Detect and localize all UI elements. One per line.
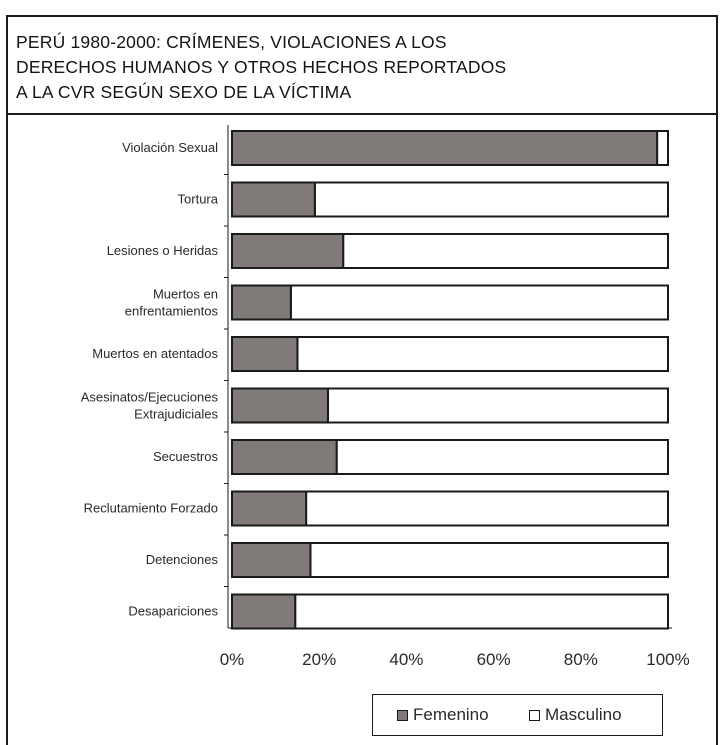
- bar-femenino: [231, 439, 338, 475]
- bar-femenino: [231, 233, 345, 269]
- x-tick-label: 60%: [477, 650, 511, 669]
- bar-masculino: [656, 130, 669, 166]
- bar-masculino: [294, 593, 669, 630]
- bar-femenino: [231, 542, 312, 578]
- x-tick-label: 40%: [389, 650, 423, 669]
- legend-item-masculino: Masculino: [529, 705, 622, 725]
- category-label: Asesinatos/Ejecuciones Extrajudiciales: [81, 390, 219, 422]
- category-label: Tortura: [178, 192, 219, 207]
- category-label: Detenciones: [146, 552, 219, 567]
- title-divider: [8, 113, 716, 115]
- bar-femenino: [231, 593, 297, 630]
- chart-legend: Femenino Masculino: [372, 694, 663, 736]
- category-label: Lesiones o Heridas: [107, 243, 219, 258]
- bar-masculino: [313, 181, 669, 218]
- bar-femenino: [231, 181, 316, 218]
- chart-title-line-2: DERECHOS HUMANOS Y OTROS HECHOS REPORTAD…: [16, 57, 507, 77]
- chart-title-line-3: A LA CVR SEGÚN SEXO DE LA VÍCTIMA: [16, 82, 352, 102]
- legend-swatch-masculino: [529, 709, 540, 721]
- bar-femenino: [231, 490, 308, 527]
- bar-masculino: [326, 387, 669, 424]
- category-label: Violación Sexual: [122, 140, 218, 155]
- bar-femenino: [231, 284, 292, 321]
- category-label: Muertos en enfrentamientos: [125, 287, 219, 319]
- bar-femenino: [231, 336, 299, 372]
- legend-swatch-femenino: [397, 709, 408, 721]
- bar-femenino: [231, 130, 659, 166]
- x-tick-label: 0%: [220, 650, 245, 669]
- bar-masculino: [305, 490, 669, 527]
- chart-title-line-1: PERÚ 1980-2000: CRÍMENES, VIOLACIONES A …: [16, 32, 447, 52]
- bar-masculino: [296, 336, 669, 372]
- category-label: Secuestros: [153, 449, 219, 464]
- x-tick-label: 100%: [646, 650, 689, 669]
- chart-frame: [6, 15, 718, 745]
- legend-item-femenino: Femenino: [397, 705, 489, 725]
- category-label: Desapariciones: [128, 604, 218, 619]
- bar-masculino: [342, 233, 669, 269]
- category-label: Reclutamiento Forzado: [84, 501, 218, 516]
- bar-femenino: [231, 387, 329, 424]
- legend-label-masculino: Masculino: [545, 705, 622, 724]
- bar-masculino: [309, 542, 669, 578]
- category-label: Muertos en atentados: [92, 346, 218, 361]
- legend-label-femenino: Femenino: [413, 705, 489, 724]
- chart-title: PERÚ 1980-2000: CRÍMENES, VIOLACIONES A …: [16, 30, 656, 105]
- bar-masculino: [289, 284, 669, 321]
- x-tick-label: 20%: [302, 650, 336, 669]
- x-tick-label: 80%: [564, 650, 598, 669]
- bar-masculino: [335, 439, 669, 475]
